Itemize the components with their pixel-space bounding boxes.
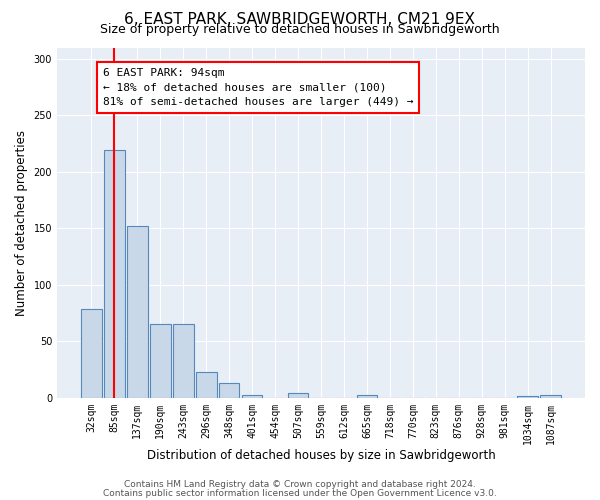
Bar [242,394,262,398]
Text: Contains public sector information licensed under the Open Government Licence v3: Contains public sector information licen… [103,488,497,498]
Bar [104,150,125,398]
Bar [219,384,239,398]
Bar [196,372,217,398]
Text: Size of property relative to detached houses in Sawbridgeworth: Size of property relative to detached ho… [100,22,500,36]
Bar [356,394,377,398]
X-axis label: Distribution of detached houses by size in Sawbridgeworth: Distribution of detached houses by size … [146,450,496,462]
Bar [127,226,148,398]
Text: 6 EAST PARK: 94sqm
← 18% of detached houses are smaller (100)
81% of semi-detach: 6 EAST PARK: 94sqm ← 18% of detached hou… [103,68,413,108]
Bar [541,394,561,398]
Bar [173,324,194,398]
Bar [517,396,538,398]
Y-axis label: Number of detached properties: Number of detached properties [15,130,28,316]
Text: Contains HM Land Registry data © Crown copyright and database right 2024.: Contains HM Land Registry data © Crown c… [124,480,476,489]
Bar [288,394,308,398]
Bar [150,324,170,398]
Bar [81,308,102,398]
Text: 6, EAST PARK, SAWBRIDGEWORTH, CM21 9EX: 6, EAST PARK, SAWBRIDGEWORTH, CM21 9EX [125,12,476,28]
